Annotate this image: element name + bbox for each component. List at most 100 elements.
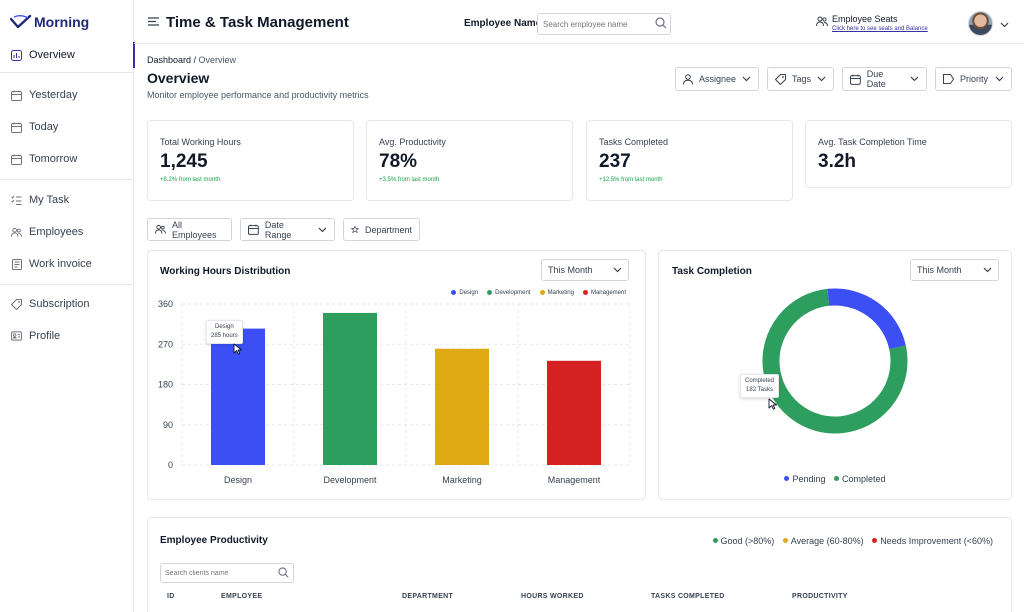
y-tick-label: 270	[158, 339, 173, 349]
sidebar-item-label: Overview	[29, 49, 75, 61]
stat-value: 1,245	[160, 151, 208, 172]
brand-name: Morning	[34, 14, 90, 30]
sidebar-item-label: Work invoice	[29, 258, 92, 270]
users-icon	[155, 224, 166, 234]
due-date-filter-button[interactable]: Due Date	[842, 67, 927, 91]
chevron-down-icon	[995, 76, 1004, 82]
sidebar-item-label: Subscription	[29, 298, 90, 310]
search-icon[interactable]	[278, 567, 289, 581]
y-tick-label: 90	[163, 420, 173, 430]
donut-slice-completed	[762, 288, 908, 434]
chart-icon	[11, 49, 22, 61]
sidebar-item-profile[interactable]: Profile	[0, 323, 134, 349]
logo-check-icon	[10, 15, 32, 29]
tags-filter-button[interactable]: Tags	[767, 67, 834, 91]
tag-icon	[11, 298, 22, 310]
legend-swatch	[451, 290, 457, 295]
avatar[interactable]	[968, 11, 993, 36]
column-header-employee[interactable]: EMPLOYEE	[221, 593, 263, 600]
employee-search-input[interactable]	[537, 13, 671, 35]
legend-label: Development	[495, 289, 531, 296]
sidebar-item-subscription[interactable]: Subscription	[0, 291, 134, 317]
users-icon	[11, 227, 22, 238]
users-icon	[816, 16, 828, 30]
checklist-icon	[11, 195, 22, 206]
priority-filter-button[interactable]: Priority	[935, 67, 1012, 91]
legend-label: Average (60-80%)	[790, 535, 864, 546]
column-header-department[interactable]: DEPARTMENT	[402, 593, 454, 600]
column-header-productivity[interactable]: PRODUCTIVITY	[792, 593, 848, 600]
sidebar-item-work-invoice[interactable]: Work invoice	[0, 251, 134, 277]
seats-balance-link[interactable]: Click here to see seats and Balance	[832, 26, 928, 32]
legend-swatch	[834, 476, 839, 481]
chip-label: Department	[364, 224, 412, 235]
breadcrumb: Dashboard / Overview	[147, 55, 236, 65]
calendar-icon	[248, 224, 259, 235]
tooltip-title: Design	[215, 324, 234, 330]
column-header-hours-worked[interactable]: HOURS WORKED	[521, 593, 584, 600]
completion-period-select[interactable]: This Month	[910, 259, 999, 281]
all-employees-chip[interactable]: All Employees	[147, 218, 232, 241]
cursor-icon	[768, 398, 778, 413]
employee-name-label: Employee Name	[464, 18, 542, 29]
legend-label: Needs Improvement (<60%)	[880, 535, 993, 546]
legend-label: Pending	[792, 473, 826, 484]
calendar-icon	[11, 90, 22, 101]
search-icon[interactable]	[655, 17, 667, 32]
chevron-down-icon[interactable]	[1000, 19, 1009, 31]
sidebar-item-label: My Task	[29, 194, 70, 206]
sidebar-item-yesterday[interactable]: Yesterday	[0, 82, 134, 108]
flag-icon	[943, 74, 954, 84]
legend-swatch	[784, 476, 790, 481]
brand-logo[interactable]: Morning	[0, 0, 133, 44]
hours-period-select[interactable]: This Month	[541, 259, 629, 281]
legend-swatch	[487, 290, 493, 295]
breadcrumb-root[interactable]: Dashboard	[147, 55, 192, 65]
sidebar: Morning Overview Yesterday Today Tomorro…	[0, 0, 135, 612]
department-chip[interactable]: Department	[343, 218, 420, 241]
stat-label: Total Working Hours	[160, 137, 241, 147]
column-header-id[interactable]: ID	[167, 593, 175, 600]
sidebar-item-today[interactable]: Today	[0, 114, 134, 140]
sidebar-item-tomorrow[interactable]: Tomorrow	[0, 146, 134, 172]
page-title: Overview	[147, 70, 210, 86]
legend-item: Management	[582, 289, 626, 296]
divider	[0, 179, 134, 180]
hamburger-menu-icon[interactable]	[148, 17, 159, 29]
page-subtitle: Monitor employee performance and product…	[147, 90, 369, 100]
select-value: This Month	[548, 265, 593, 275]
task-completion-donut-chart	[762, 288, 908, 434]
chevron-down-icon	[318, 227, 327, 232]
chevron-down-icon	[910, 76, 919, 82]
client-search-input[interactable]	[160, 563, 294, 583]
chevron-down-icon	[613, 267, 622, 273]
legend-item: Average (60-80%)	[782, 535, 864, 546]
y-tick-label: 180	[158, 380, 173, 390]
column-header-tasks-completed[interactable]: TASKS COMPLETED	[651, 593, 725, 600]
panel-title: Working Hours Distribution	[160, 266, 291, 277]
legend-label: Good (>80%)	[720, 535, 775, 546]
calendar-icon	[850, 74, 861, 85]
legend-item: Development	[487, 289, 531, 296]
x-tick-label: Design	[224, 475, 252, 485]
chevron-down-icon	[983, 267, 992, 273]
document-icon	[11, 258, 22, 270]
donut-legend: Pending Completed	[658, 473, 1012, 484]
priority-filter-label: Priority	[960, 74, 989, 84]
sidebar-item-employees[interactable]: Employees	[0, 219, 134, 245]
stat-value: 78%	[379, 151, 418, 172]
legend-label: Completed	[842, 473, 886, 484]
legend-swatch	[872, 538, 878, 543]
legend-label: Design	[459, 289, 479, 296]
stat-value: 3.2h	[818, 151, 857, 172]
assignee-filter-button[interactable]: Assignee	[675, 67, 759, 91]
legend-item: Completed	[834, 474, 886, 484]
sidebar-item-my-task[interactable]: My Task	[0, 187, 134, 213]
stat-label: Tasks Completed	[599, 137, 669, 147]
legend-item: Marketing	[539, 290, 574, 296]
cursor-icon	[233, 343, 243, 358]
legend-label: Management	[590, 289, 626, 296]
stat-label: Avg. Task Completion Time	[818, 137, 927, 147]
date-range-chip[interactable]: Date Range	[240, 218, 335, 241]
sidebar-item-overview[interactable]: Overview	[0, 42, 135, 68]
